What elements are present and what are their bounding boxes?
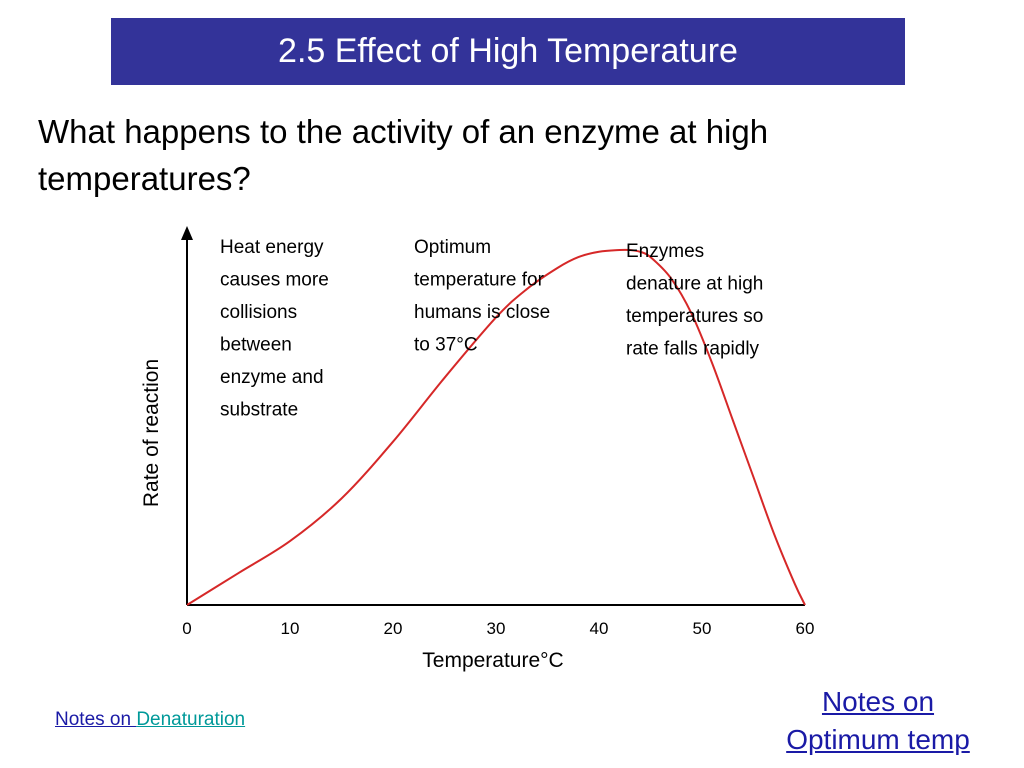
chart-annotation: Heat energy causes more collisions between e… bbox=[220, 237, 329, 421]
question-line-1: What happens to the activity of an enzym… bbox=[38, 113, 769, 150]
denaturation-link[interactable]: Denaturation bbox=[136, 709, 246, 730]
x-tick-label: 30 bbox=[487, 619, 506, 638]
x-axis-label: Temperature°C bbox=[422, 649, 563, 672]
x-tick-label: 20 bbox=[384, 619, 403, 638]
x-tick-label: 60 bbox=[796, 619, 815, 638]
chart-annotation: Optimum temperature for humans is close to … bbox=[414, 237, 550, 356]
optimum-link-line-1[interactable]: Notes on bbox=[821, 686, 935, 717]
chart-annotation: Enzymes denature at high temperatures so ra… bbox=[626, 241, 763, 360]
question-line-2: temperatures? bbox=[38, 160, 251, 197]
question-text: What happens to the activity of an enzym… bbox=[38, 108, 998, 202]
y-axis-arrow-icon bbox=[181, 226, 193, 240]
notes-on-link[interactable]: Notes on bbox=[55, 709, 137, 730]
title-bar: 2.5 Effect of High Temperature bbox=[111, 18, 905, 85]
x-tick-label: 10 bbox=[281, 619, 300, 638]
x-tick-label: 40 bbox=[590, 619, 609, 638]
optimum-link-line-2[interactable]: Optimum temp bbox=[786, 724, 970, 755]
y-axis-label: Rate of reaction bbox=[140, 359, 163, 507]
slide-title: 2.5 Effect of High Temperature bbox=[278, 32, 738, 70]
x-tick-label: 50 bbox=[693, 619, 712, 638]
x-tick-label: 0 bbox=[182, 619, 191, 638]
rate-curve bbox=[186, 248, 806, 606]
denaturation-notes: Notes on Denaturation bbox=[55, 709, 245, 731]
optimum-temp-link[interactable]: Notes on Optimum temp bbox=[755, 683, 1001, 759]
